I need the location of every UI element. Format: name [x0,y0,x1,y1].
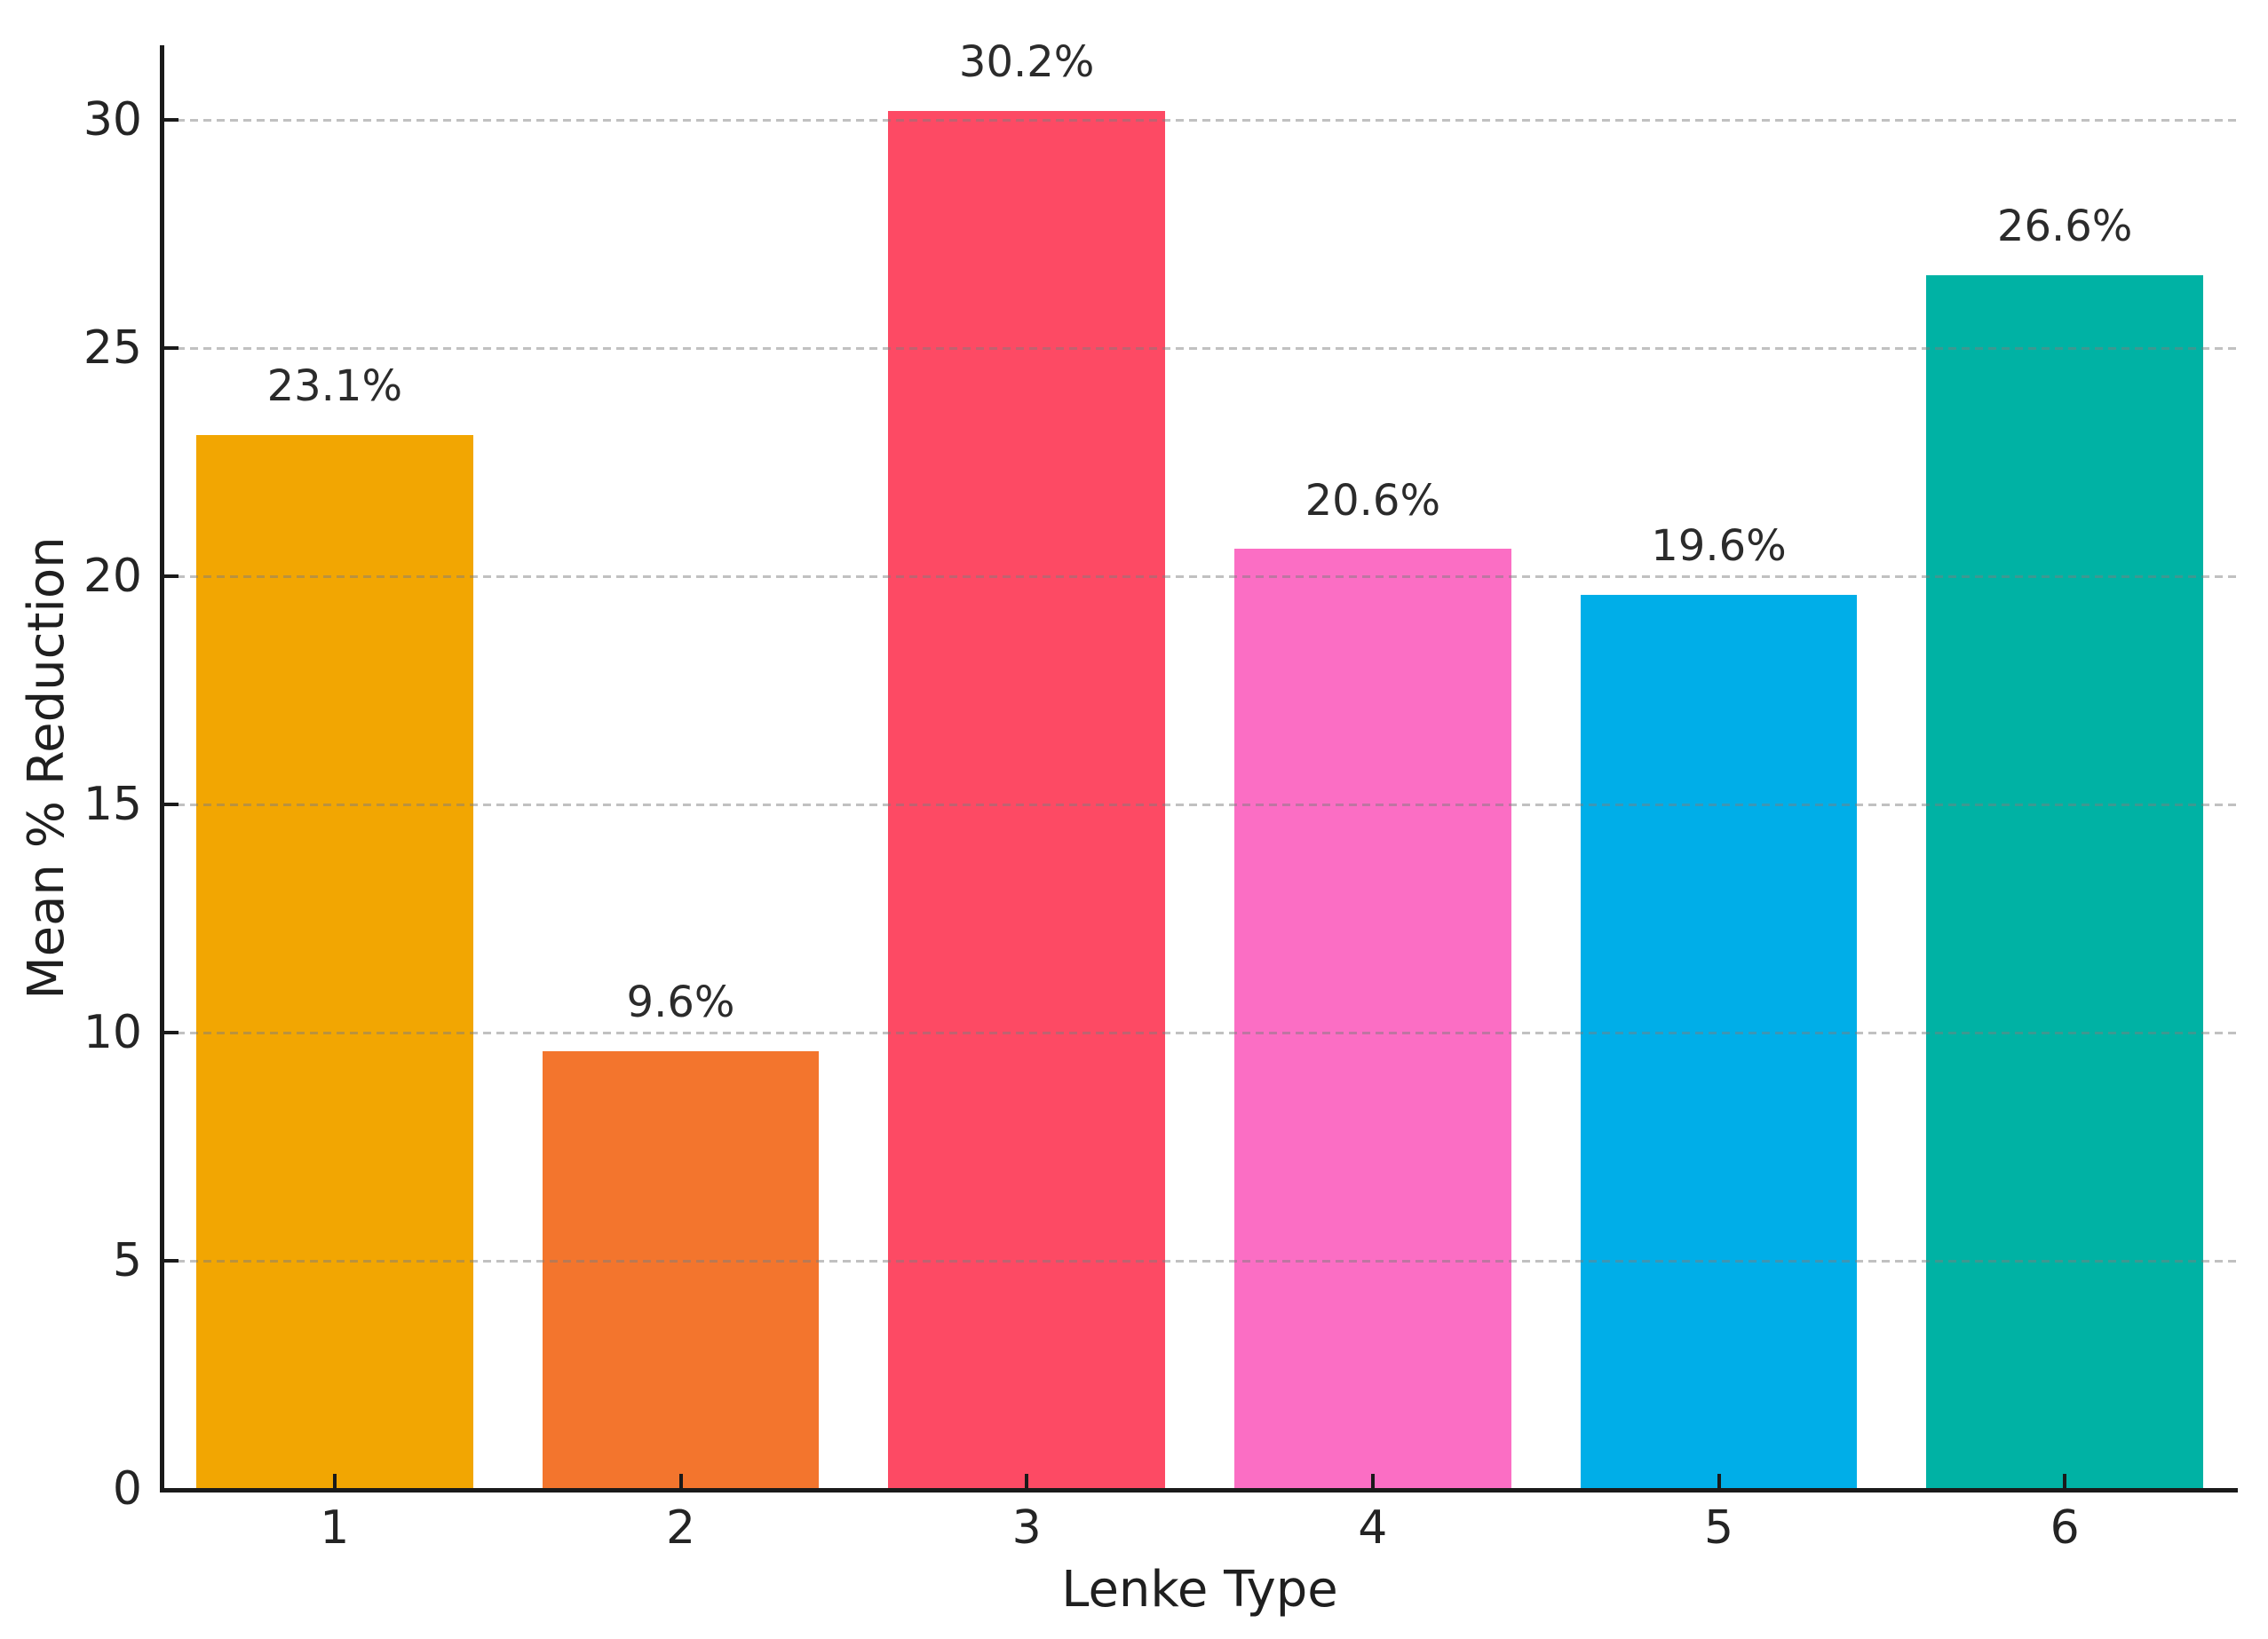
x-tick-mark-1 [332,1474,337,1489]
value-label-4: 20.6% [1304,475,1441,526]
value-label-5: 19.6% [1651,520,1787,571]
bar-lenke-3 [888,110,1166,1489]
y-tick-mark-30 [163,118,178,123]
gridline-15 [163,803,2238,806]
gridline-5 [163,1259,2238,1263]
y-tick-mark-15 [163,803,178,807]
bar-lenke-5 [1580,594,1858,1489]
bar-lenke-1 [195,434,473,1489]
value-label-1: 23.1% [266,361,403,412]
gridline-20 [163,574,2238,578]
y-tick-label-15: 15 [83,778,142,832]
x-tick-label-2: 2 [665,1501,696,1555]
x-tick-label-5: 5 [1703,1501,1734,1555]
x-axis-spine [160,1488,2238,1493]
y-tick-label-20: 20 [83,550,142,604]
x-tick-mark-2 [678,1474,683,1489]
y-tick-label-0: 0 [112,1462,142,1516]
value-label-3: 30.2% [958,37,1095,88]
gridline-25 [163,346,2238,350]
bar-lenke-4 [1233,549,1511,1489]
y-tick-label-5: 5 [112,1234,142,1288]
x-tick-mark-4 [1370,1474,1375,1489]
x-tick-mark-6 [2063,1474,2067,1489]
y-tick-label-25: 25 [83,321,142,376]
y-axis-spine [160,45,164,1493]
value-label-2: 9.6% [626,977,735,1027]
plot-area: 0 5 10 15 20 25 30 23.1% 1 9.6% 2 30.2% 3 20.6% 4 19.6%… [83,39,2238,1554]
bar-lenke-2 [542,1050,820,1489]
x-tick-label-3: 3 [1011,1501,1042,1555]
x-axis-label: Lenke Type [1061,1561,1338,1619]
x-tick-label-1: 1 [320,1501,350,1555]
y-tick-label-10: 10 [83,1006,142,1060]
bar-lenke-6 [1926,274,2204,1489]
x-tick-mark-5 [1717,1474,1721,1489]
y-tick-mark-5 [163,1259,178,1263]
y-tick-mark-10 [163,1031,178,1035]
y-axis-label: Mean % Reduction [18,536,75,1000]
x-tick-mark-3 [1025,1474,1029,1489]
x-tick-label-6: 6 [2050,1501,2080,1555]
y-tick-label-30: 30 [83,93,142,147]
gridline-10 [163,1031,2238,1034]
value-label-6: 26.6% [1996,202,2133,252]
x-tick-label-4: 4 [1358,1501,1388,1555]
y-tick-mark-20 [163,574,178,579]
y-tick-mark-25 [163,346,178,351]
gridline-30 [163,118,2238,122]
